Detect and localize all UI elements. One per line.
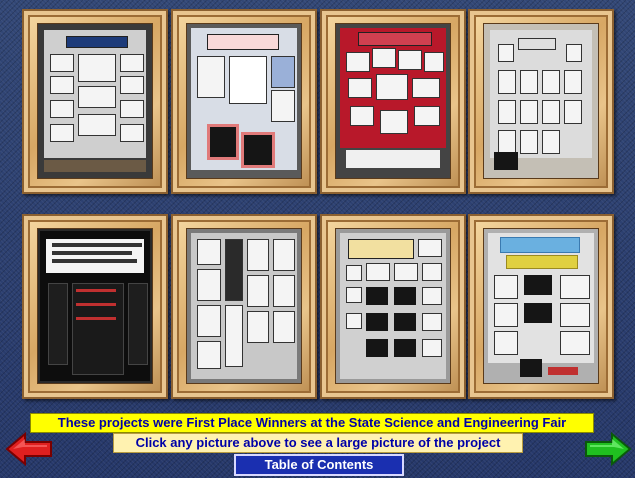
project-photo bbox=[37, 23, 153, 179]
project-photo bbox=[335, 228, 451, 384]
project-picture-6[interactable] bbox=[171, 214, 317, 399]
project-picture-2[interactable] bbox=[171, 9, 317, 194]
next-arrow-button[interactable] bbox=[582, 431, 632, 467]
project-picture-4[interactable] bbox=[468, 9, 614, 194]
project-photo bbox=[483, 228, 599, 384]
winners-banner: These projects were First Place Winners … bbox=[30, 413, 594, 433]
right-arrow-icon bbox=[585, 431, 632, 467]
table-of-contents-button[interactable]: Table of Contents bbox=[234, 454, 404, 476]
project-photo bbox=[37, 228, 153, 384]
project-photo bbox=[483, 23, 599, 179]
project-picture-8[interactable] bbox=[468, 214, 614, 399]
project-picture-1[interactable] bbox=[22, 9, 168, 194]
project-photo bbox=[186, 23, 302, 179]
instruction-banner: Click any picture above to see a large p… bbox=[113, 433, 523, 453]
left-arrow-icon bbox=[5, 431, 52, 467]
project-picture-5[interactable] bbox=[22, 214, 168, 399]
project-photo bbox=[335, 23, 451, 179]
project-photo bbox=[186, 228, 302, 384]
back-arrow-button[interactable] bbox=[5, 431, 55, 467]
project-picture-3[interactable] bbox=[320, 9, 466, 194]
project-picture-7[interactable] bbox=[320, 214, 466, 399]
